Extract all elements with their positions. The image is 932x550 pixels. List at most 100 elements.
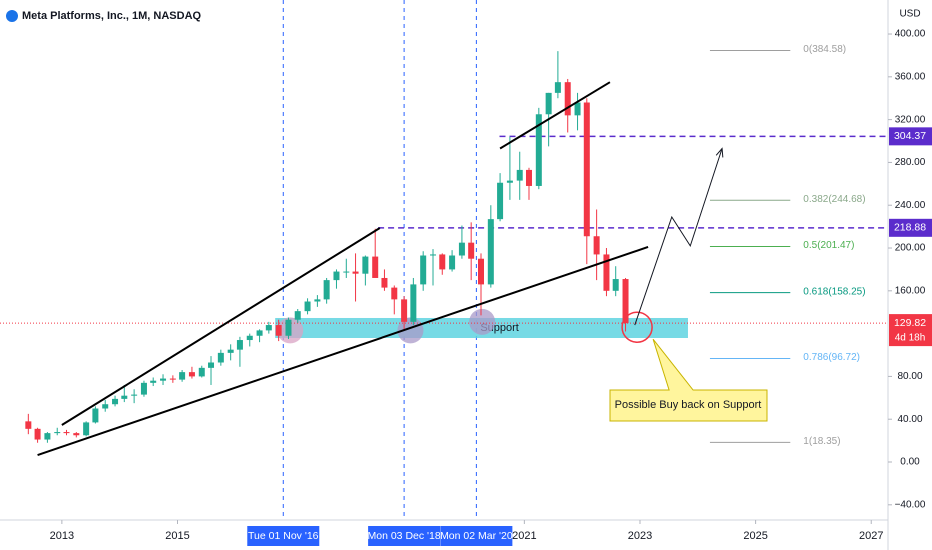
x-tick-label: 2023	[628, 530, 652, 542]
candle-body	[121, 395, 128, 399]
candle-body	[487, 219, 494, 285]
candle-body	[574, 102, 581, 116]
crosshair-label-bg	[440, 526, 513, 546]
candle-body	[458, 242, 465, 256]
candle-body	[188, 372, 195, 377]
candle-body	[92, 408, 99, 423]
candle-body	[160, 378, 167, 381]
y-tick-label: 400.00	[895, 29, 926, 40]
candle-body	[83, 422, 90, 436]
price-tag: 218.88	[894, 222, 926, 234]
candle-body	[333, 271, 340, 281]
candle-body	[622, 279, 629, 324]
candle-body	[439, 254, 446, 270]
fib-label: 0.382(244.68)	[803, 194, 865, 205]
candle-body	[169, 378, 176, 380]
x-tick-label: 2027	[859, 530, 883, 542]
callout-box	[609, 338, 768, 422]
candle-body	[208, 362, 215, 368]
fib-label: 0.5(201.47)	[803, 240, 854, 251]
candle-body	[343, 271, 350, 273]
y-tick-label: −40.00	[895, 499, 926, 510]
candle-body	[564, 82, 571, 116]
target-circle	[621, 311, 653, 343]
x-tick-label: 2021	[512, 530, 536, 542]
candle-body	[246, 335, 253, 341]
price-tag-bg	[889, 314, 932, 347]
candle-body	[603, 254, 610, 291]
candle-body	[140, 382, 147, 395]
candle-body	[198, 367, 205, 377]
symbol-icon	[6, 10, 18, 22]
crosshair-label: Mon 03 Dec '18	[368, 530, 441, 542]
trend-line	[37, 245, 649, 457]
y-tick-label: 280.00	[895, 157, 926, 168]
crosshair-label: Mon 02 Mar '20	[440, 530, 513, 542]
candle-body	[516, 169, 523, 181]
candle-body	[285, 319, 292, 336]
fib-label: 0.786(96.72)	[803, 352, 860, 363]
candle-body	[323, 280, 330, 300]
candle-body	[265, 325, 272, 331]
projection-path	[634, 148, 723, 326]
chart-title: Meta Platforms, Inc., 1M, NASDAQ	[22, 10, 202, 22]
candle-body	[73, 433, 80, 436]
candle-body	[44, 433, 51, 440]
candle-body	[535, 114, 542, 186]
candle-body	[468, 242, 475, 259]
candle-body	[294, 311, 301, 320]
fib-label: 0(384.58)	[803, 44, 846, 55]
candle-body	[236, 340, 243, 350]
x-tick-label: 2013	[50, 530, 74, 542]
price-tag: 304.37	[894, 130, 926, 142]
candle-body	[430, 254, 437, 256]
candle-body	[217, 352, 224, 363]
y-tick-label: 40.00	[897, 414, 922, 425]
candle-body	[112, 398, 119, 405]
y-tick-label: 360.00	[895, 71, 926, 82]
fib-label: 0.618(158.25)	[803, 286, 865, 297]
candle-body	[131, 394, 138, 396]
y-tick-label: 240.00	[895, 200, 926, 211]
candle-body	[420, 255, 427, 285]
candle-body	[381, 277, 388, 288]
candle-body	[545, 92, 552, 115]
candle-body	[25, 421, 32, 429]
callout-text: Possible Buy back on Support	[615, 399, 762, 411]
candle-body	[34, 428, 41, 440]
y-tick-label: 80.00	[897, 371, 922, 382]
candle-body	[102, 404, 109, 409]
y-tick-label: 0.00	[900, 457, 920, 468]
candle-body	[410, 284, 417, 322]
candle-body	[304, 301, 311, 312]
trend-line	[61, 227, 381, 426]
candle-body	[54, 432, 61, 434]
price-tag-bg	[889, 127, 932, 146]
candle-body	[352, 271, 359, 274]
candle-body	[362, 256, 369, 274]
countdown: 4d 18h	[895, 333, 926, 344]
candle-body	[506, 180, 513, 183]
candle-body	[583, 102, 590, 237]
candle-body	[593, 236, 600, 255]
candle-body	[256, 330, 263, 336]
candle-body	[179, 372, 186, 380]
candle-body	[63, 432, 70, 434]
candle-body	[227, 349, 234, 353]
candle-body	[612, 279, 619, 291]
x-tick-label: 2015	[165, 530, 189, 542]
crosshair-label-bg	[247, 526, 320, 546]
y-tick-label: 320.00	[895, 114, 926, 125]
candle-body	[478, 258, 484, 285]
candle-body	[525, 169, 532, 186]
fib-label: 1(18.35)	[803, 436, 840, 447]
crosshair-label: Tue 01 Nov '16	[248, 530, 319, 542]
candle-body	[150, 380, 157, 383]
candle-body	[314, 299, 321, 302]
candle-body	[275, 325, 282, 336]
currency: USD	[899, 9, 920, 20]
candle-body	[449, 255, 456, 270]
candle-body	[401, 299, 408, 322]
